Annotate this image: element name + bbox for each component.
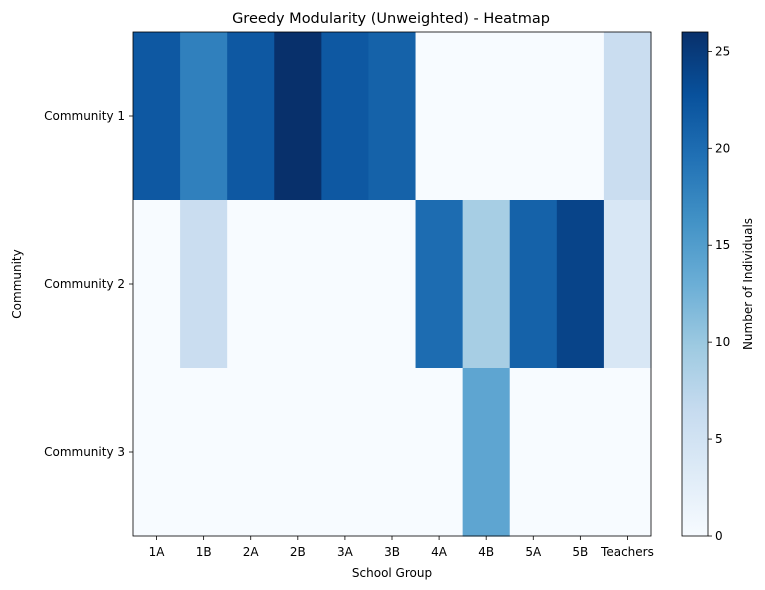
colorbar-ticks: 0 5 10 15 20 25 xyxy=(708,44,730,543)
colorbar-tick-label: 25 xyxy=(715,44,730,58)
x-tick-label: 2A xyxy=(243,545,260,559)
colorbar-tick-label: 10 xyxy=(715,335,730,349)
heatmap-cell xyxy=(133,200,181,369)
heatmap-cell xyxy=(274,368,322,537)
heatmap-cell xyxy=(321,368,370,537)
colorbar-tick-label: 0 xyxy=(715,529,723,543)
heatmap-cell xyxy=(180,200,228,369)
heatmap-cell xyxy=(321,200,370,369)
x-tick-label: Teachers xyxy=(600,545,654,559)
chart-title: Greedy Modularity (Unweighted) - Heatmap xyxy=(232,11,550,27)
heatmap-cell xyxy=(415,32,464,201)
heatmap-cell xyxy=(321,32,370,201)
y-tick-label: Community 3 xyxy=(44,445,125,459)
x-tick-label: 5B xyxy=(572,545,588,559)
y-tick-label: Community 1 xyxy=(44,109,125,123)
heatmap-cell xyxy=(603,200,652,369)
heatmap-cell xyxy=(556,32,605,201)
x-tick-label: 4A xyxy=(431,545,448,559)
y-axis-ticks: Community 1 Community 2 Community 3 xyxy=(44,109,133,459)
x-tick-label: 3B xyxy=(384,545,400,559)
heatmap-cell xyxy=(180,368,228,537)
y-tick-label: Community 2 xyxy=(44,277,125,291)
heatmap-cell xyxy=(227,32,275,201)
heatmap-cell xyxy=(368,368,417,537)
x-tick-label: 5A xyxy=(525,545,542,559)
colorbar-tick-label: 15 xyxy=(715,238,730,252)
colorbar xyxy=(681,31,709,537)
colorbar-tick-label: 5 xyxy=(715,432,723,446)
x-tick-label: 1A xyxy=(149,545,166,559)
heatmap-cell xyxy=(556,368,605,537)
heatmap-cell xyxy=(368,32,417,201)
x-tick-label: 3A xyxy=(337,545,354,559)
heatmap-cell xyxy=(368,200,417,369)
heatmap-cell xyxy=(603,32,652,201)
heatmap-cell xyxy=(180,32,228,201)
heatmap-cell xyxy=(133,32,181,201)
heatmap-cells xyxy=(133,32,652,537)
x-tick-label: 1B xyxy=(196,545,212,559)
heatmap-cell xyxy=(227,200,275,369)
heatmap-cell xyxy=(462,200,511,369)
heatmap-cell xyxy=(509,200,558,369)
colorbar-label: Number of Individuals xyxy=(741,218,755,350)
heatmap-cell xyxy=(556,200,605,369)
heatmap-cell xyxy=(133,368,181,537)
heatmap-cell xyxy=(227,368,275,537)
heatmap-cell xyxy=(274,200,322,369)
heatmap-cell xyxy=(603,368,652,537)
heatmap-cell xyxy=(462,32,511,201)
x-axis-ticks: 1A 1B 2A 2B 3A 3B 4A 4B 5A 5B Teachers xyxy=(149,536,654,559)
x-axis-label: School Group xyxy=(352,566,432,580)
heatmap-cell xyxy=(415,200,464,369)
heatmap-cell xyxy=(415,368,464,537)
heatmap-cell xyxy=(274,32,322,201)
x-tick-label: 4B xyxy=(478,545,494,559)
x-tick-label: 2B xyxy=(290,545,306,559)
heatmap-cell xyxy=(462,368,511,537)
colorbar-tick-label: 20 xyxy=(715,141,730,155)
heatmap-cell xyxy=(509,32,558,201)
heatmap-cell xyxy=(509,368,558,537)
y-axis-label: Community xyxy=(10,249,24,318)
